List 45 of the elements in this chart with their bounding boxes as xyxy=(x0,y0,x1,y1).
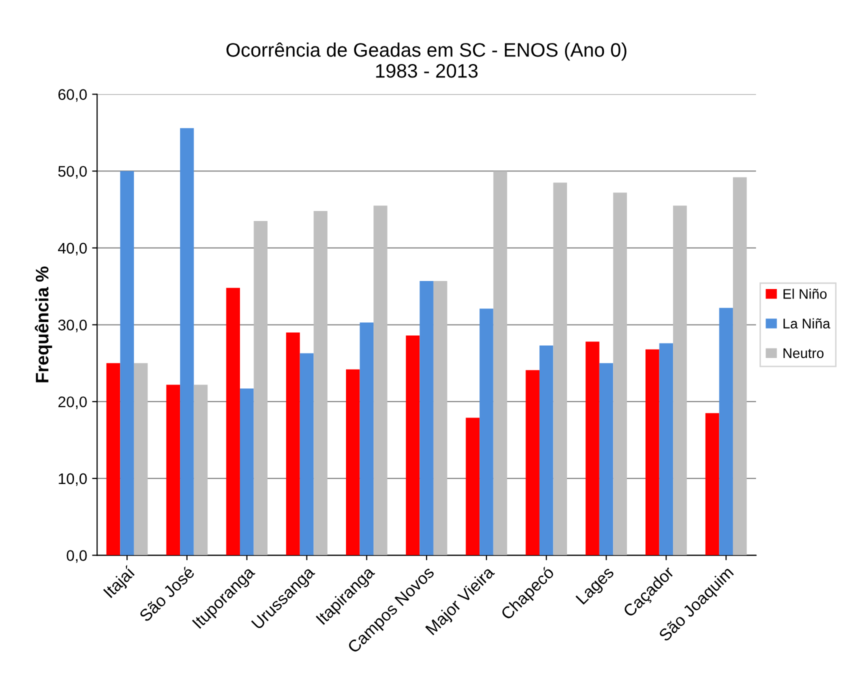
bar xyxy=(646,349,660,556)
y-tick-label: 20,0 xyxy=(58,396,87,410)
bar xyxy=(134,363,148,556)
bar xyxy=(493,171,508,556)
bar xyxy=(300,353,314,556)
bar xyxy=(553,182,568,556)
bar xyxy=(406,336,420,556)
bar xyxy=(705,413,720,556)
bar xyxy=(526,370,540,556)
y-tick-label: 50,0 xyxy=(58,166,87,179)
y-tick-label: 60,0 xyxy=(58,89,87,102)
chart-title: Ocorrência de Geadas em SC - ENOS (Ano 0) 1983 - 2013 xyxy=(226,42,626,78)
y-tick-label: 40,0 xyxy=(58,242,87,256)
bar xyxy=(613,192,627,556)
y-axis-title: Frequência % xyxy=(34,266,52,382)
bar xyxy=(539,346,554,556)
bar xyxy=(420,280,434,556)
bar xyxy=(180,128,194,556)
bar xyxy=(360,322,374,556)
bar xyxy=(586,342,600,556)
bar xyxy=(480,308,494,556)
y-tick-label: 30,0 xyxy=(58,320,87,332)
bar xyxy=(374,206,388,556)
bar xyxy=(719,308,733,556)
bar xyxy=(466,418,480,556)
bar xyxy=(194,384,208,556)
bar xyxy=(314,211,328,556)
bar xyxy=(346,369,360,556)
bar xyxy=(226,288,240,556)
bar xyxy=(286,332,300,556)
bar xyxy=(240,388,254,556)
legend-label: Neutro xyxy=(784,348,824,358)
bar xyxy=(599,363,614,556)
y-tick-label: 0,0 xyxy=(66,550,87,563)
legend-label: La Niña xyxy=(784,318,830,328)
bar xyxy=(433,280,448,556)
bar xyxy=(732,177,747,556)
bar xyxy=(673,206,687,556)
bar xyxy=(106,363,120,556)
legend-label: El Niño xyxy=(784,288,827,299)
bar xyxy=(166,384,180,556)
bar xyxy=(120,171,134,556)
bar xyxy=(659,343,674,556)
bar xyxy=(254,221,268,556)
y-tick-label: 10,0 xyxy=(58,473,87,486)
